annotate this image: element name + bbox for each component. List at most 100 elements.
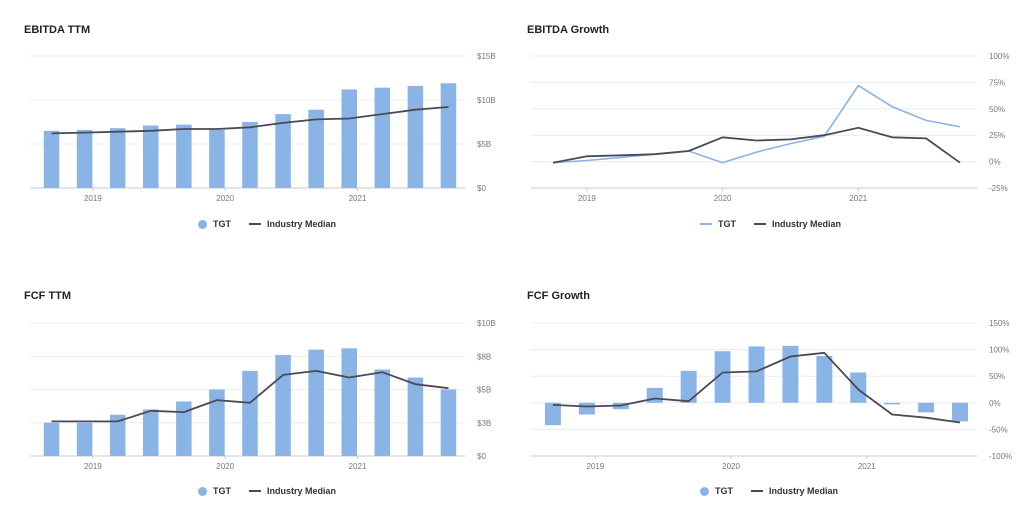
y-tick-label: 150% <box>989 319 1009 328</box>
y-tick-label: 25% <box>989 131 1005 140</box>
x-tick-label: 2020 <box>714 194 732 203</box>
chart-panel-ebitda-growth: EBITDA Growth -25% 0% 25% 50% 75% 100% 2019 2020… <box>512 0 1024 253</box>
chart-panel-ebitda-ttm: EBITDA TTM $0 $5B $10B $15B 2019 2020 2021 TGT In… <box>0 0 512 253</box>
x-tick-label: 2021 <box>349 462 367 471</box>
y-tick-label: $5B <box>477 386 491 395</box>
bar-tgt <box>308 349 324 456</box>
bar-tgt <box>918 402 935 413</box>
legend: TGT Industry Median <box>700 219 841 229</box>
x-tick-label: 2019 <box>586 462 604 471</box>
legend-label: TGT <box>715 486 733 496</box>
legend-swatch-median <box>249 223 261 225</box>
bar-tgt <box>884 402 901 405</box>
legend: TGT Industry Median <box>198 219 336 229</box>
legend-item[interactable]: Industry Median <box>249 486 336 496</box>
legend-label: Industry Median <box>772 219 842 229</box>
bar-tgt <box>714 351 731 403</box>
x-tick-label: 2019 <box>578 194 596 203</box>
bar-tgt <box>209 129 225 188</box>
legend-label: Industry Median <box>769 486 839 496</box>
bar-tgt <box>242 122 258 188</box>
chart-title: EBITDA TTM <box>24 24 91 36</box>
bar-tgt <box>142 125 159 188</box>
chart-svg: -25% 0% 25% 50% 75% 100% 2019 2020 2021 <box>531 52 1009 203</box>
bar-tgt <box>341 348 358 456</box>
line-industry-median <box>51 370 449 423</box>
x-tick-label: 2020 <box>216 194 234 203</box>
x-tick-label: 2021 <box>849 194 867 203</box>
y-tick-label: 0% <box>989 158 1001 167</box>
bar-tgt <box>440 83 457 188</box>
bar-tgt <box>275 114 291 188</box>
line-industry-median <box>552 126 961 164</box>
x-tick-label: 2020 <box>722 462 740 471</box>
legend-swatch-median <box>249 490 261 492</box>
bar-tgt <box>109 128 126 188</box>
bar-tgt <box>176 124 192 188</box>
bar-tgt <box>176 401 192 456</box>
bar-tgt <box>43 130 60 188</box>
y-tick-label: 75% <box>989 78 1005 87</box>
chart-svg: -100% -50% 0% 50% 100% 150% 2019 2020 2021 <box>531 319 1012 471</box>
legend-label: TGT <box>718 219 736 229</box>
legend-item[interactable]: Industry Median <box>751 486 838 496</box>
bar-tgt <box>308 109 324 188</box>
chart-panel-fcf-growth: FCF Growth -100% -50% 0% 50% 100% 150% 2019 2020… <box>512 266 1024 507</box>
bar-tgt <box>76 129 93 188</box>
y-tick-label: -100% <box>989 452 1012 461</box>
y-tick-label: $0 <box>477 184 486 193</box>
bar-tgt <box>374 87 391 188</box>
bar-tgt <box>275 354 291 456</box>
bar-tgt <box>374 369 391 456</box>
y-tick-label: 100% <box>989 52 1009 61</box>
bar-tgt <box>952 402 969 422</box>
legend-swatch-median <box>751 490 763 492</box>
bar-tgt <box>816 355 833 403</box>
legend-swatch-median <box>754 223 766 225</box>
legend-swatch-tgt <box>198 486 207 496</box>
y-tick-label: 100% <box>989 346 1009 355</box>
legend-item[interactable]: TGT <box>700 486 733 496</box>
x-tick-label: 2020 <box>216 462 234 471</box>
y-tick-label: $10B <box>477 96 496 105</box>
legend-item[interactable]: TGT <box>700 219 736 229</box>
legend-item[interactable]: TGT <box>198 486 231 496</box>
line-tgt <box>552 84 961 164</box>
legend-swatch-tgt <box>700 223 712 225</box>
bar-tgt <box>578 402 595 415</box>
legend-label: TGT <box>213 219 231 229</box>
chart-svg: $0 $5B $10B $15B 2019 2020 2021 <box>30 52 496 203</box>
x-tick-label: 2019 <box>84 462 102 471</box>
line-industry-median <box>51 106 449 135</box>
bar-tgt <box>76 422 93 456</box>
bar-tgt <box>109 414 126 456</box>
legend-swatch-tgt <box>198 219 207 229</box>
bar-tgt <box>341 89 358 188</box>
chart-title: EBITDA Growth <box>527 24 610 36</box>
chart-panel-fcf-ttm: FCF TTM $0 $3B $5B $8B $10B 2019 2020 2021 TGT Ind… <box>0 266 512 507</box>
bar-tgt <box>43 422 60 456</box>
y-tick-label: $10B <box>477 319 496 328</box>
legend-item[interactable]: Industry Median <box>249 219 336 229</box>
y-tick-label: $5B <box>477 140 491 149</box>
bar-tgt <box>142 409 159 456</box>
legend-item[interactable]: Industry Median <box>754 219 841 229</box>
bar-tgt <box>209 389 225 456</box>
bar-tgt <box>440 389 457 456</box>
x-tick-label: 2019 <box>84 194 102 203</box>
bar-tgt <box>646 387 663 403</box>
x-tick-label: 2021 <box>858 462 876 471</box>
y-tick-label: $15B <box>477 52 496 61</box>
bar-tgt <box>748 346 765 403</box>
y-tick-label: 50% <box>989 105 1005 114</box>
legend-label: TGT <box>213 486 231 496</box>
y-tick-label: $8B <box>477 352 491 361</box>
legend-item[interactable]: TGT <box>198 219 231 229</box>
bar-tgt <box>850 372 867 403</box>
line-industry-median <box>552 351 961 424</box>
y-tick-label: 0% <box>989 399 1001 408</box>
bar-tgt <box>680 370 697 403</box>
y-tick-label: $0 <box>477 452 486 461</box>
bar-tgt <box>242 370 258 456</box>
y-tick-label: -50% <box>989 425 1008 434</box>
